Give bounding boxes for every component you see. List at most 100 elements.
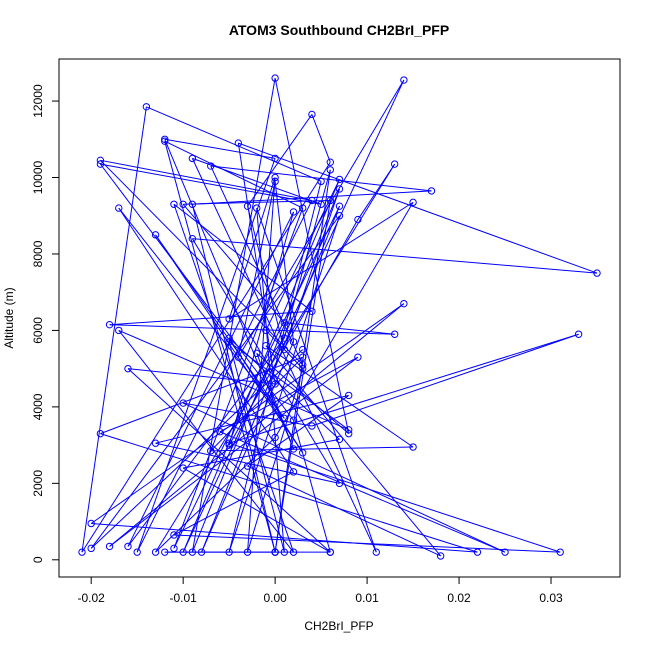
data-point <box>345 429 353 438</box>
series-segment <box>127 368 331 553</box>
data-point <box>299 449 307 457</box>
series-segment <box>127 368 276 385</box>
data-point <box>225 441 233 449</box>
data-point <box>400 299 408 308</box>
data-point <box>207 447 215 455</box>
data-point <box>271 154 279 163</box>
data-point <box>280 414 289 423</box>
data-point <box>188 548 197 556</box>
data-point <box>151 439 160 447</box>
series-segment <box>100 433 478 553</box>
series-segment <box>155 234 285 419</box>
series-segment <box>173 205 340 549</box>
series-segment <box>228 177 276 320</box>
series-segment <box>109 324 395 335</box>
data-point <box>308 422 316 430</box>
data-point <box>96 160 105 168</box>
series-segment <box>247 368 304 553</box>
data-point <box>78 548 86 556</box>
series-segment <box>90 215 340 549</box>
y-tick-label: 10000 <box>31 161 45 195</box>
data-point <box>225 334 233 342</box>
series-segment <box>118 207 285 419</box>
series-segment <box>228 333 579 444</box>
x-tick-label: -0.02 <box>78 591 106 605</box>
data-point <box>225 548 233 556</box>
x-tick-label: 0.03 <box>539 591 563 605</box>
data-point <box>133 548 141 556</box>
series-segment <box>100 163 322 205</box>
series-segment <box>256 208 285 553</box>
data-point <box>280 319 289 327</box>
data-point <box>271 177 279 186</box>
data-point <box>335 479 344 488</box>
data-point <box>96 156 105 165</box>
series-segment <box>146 106 322 182</box>
series-segment <box>247 465 441 557</box>
series-segment <box>274 78 350 434</box>
data-point <box>124 542 132 551</box>
data-point <box>335 212 344 220</box>
data-point <box>556 548 564 556</box>
data-point <box>436 552 445 560</box>
data-point <box>280 334 289 342</box>
series-segment <box>99 163 294 421</box>
series-segment <box>155 163 396 553</box>
data-point <box>317 200 325 208</box>
data-point <box>188 200 197 208</box>
series-segment <box>91 522 478 553</box>
data-point <box>335 175 344 184</box>
data-point <box>170 531 178 539</box>
data-point <box>390 330 399 338</box>
data-point <box>115 326 123 335</box>
series-segment <box>173 471 294 536</box>
data-point <box>188 234 197 243</box>
series-segment <box>210 446 414 452</box>
series-segment <box>182 79 405 553</box>
data-point <box>299 361 307 369</box>
series-segment <box>228 442 561 553</box>
series-segment <box>173 203 313 312</box>
data-point <box>161 135 169 143</box>
data-point <box>142 103 151 111</box>
data-point <box>234 353 243 361</box>
data-point <box>225 439 233 447</box>
series-segment <box>210 356 304 452</box>
data-point <box>326 166 334 174</box>
data-point <box>409 198 417 207</box>
y-axis-label: Altitude (m) <box>2 287 16 348</box>
data-point <box>179 200 187 208</box>
series-segment <box>118 207 294 473</box>
series-segment <box>274 202 414 438</box>
chart-title: ATOM3 Southbound CH2BrI_PFP <box>229 22 449 38</box>
x-tick-label: 0.01 <box>355 591 379 605</box>
data-point <box>427 187 436 195</box>
data-point <box>87 519 95 528</box>
data-point <box>262 326 270 335</box>
data-point <box>335 185 344 193</box>
data-point <box>216 428 224 436</box>
data-point <box>289 445 298 453</box>
data-point <box>326 196 334 205</box>
data-point <box>501 548 509 556</box>
data-point <box>105 542 114 551</box>
data-point <box>87 544 95 553</box>
series-segment <box>219 431 506 553</box>
data-point <box>262 342 270 350</box>
data-point <box>105 320 114 329</box>
data-point <box>400 76 408 84</box>
series-segment <box>265 179 340 331</box>
data-point <box>289 416 298 424</box>
data-point <box>207 162 215 170</box>
data-point <box>308 196 316 205</box>
data-point <box>280 548 289 556</box>
series-segment <box>265 330 304 369</box>
data-point <box>271 74 279 82</box>
series-segment <box>90 303 405 524</box>
series-segment <box>201 341 294 553</box>
series-segment <box>182 467 331 553</box>
data-point <box>335 202 344 210</box>
data-point <box>197 548 206 556</box>
y-tick-label: 4000 <box>31 393 45 420</box>
